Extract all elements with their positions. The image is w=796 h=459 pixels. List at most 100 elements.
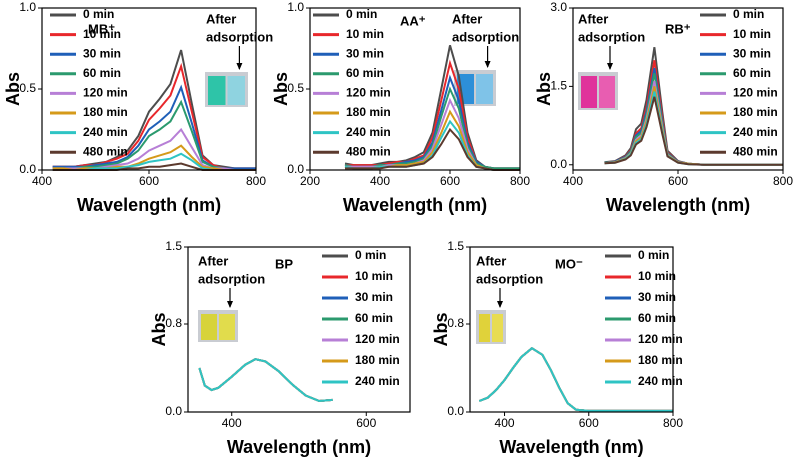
legend-label: 0 min xyxy=(346,7,377,21)
annotation: After xyxy=(476,253,506,268)
x-tick-label: 800 xyxy=(246,174,266,188)
legend-label: 120 min xyxy=(355,332,400,346)
y-tick-label: 1.5 xyxy=(165,239,182,253)
cuvette xyxy=(219,314,235,340)
legend-label: 0 min xyxy=(638,248,669,262)
y-tick-label: 0.0 xyxy=(287,162,304,176)
legend-label: 60 min xyxy=(638,311,676,325)
y-tick-label: 0.8 xyxy=(447,316,464,330)
spectrum-line xyxy=(198,358,333,403)
cuvette xyxy=(581,76,597,108)
legend-label: 30 min xyxy=(638,290,676,304)
legend-label: 30 min xyxy=(355,290,393,304)
legend-label: 240 min xyxy=(355,374,400,388)
x-tick-label: 400 xyxy=(495,416,515,430)
x-tick-label: 400 xyxy=(222,416,242,430)
x-tick-label: 600 xyxy=(356,416,376,430)
annotation: adsorption xyxy=(206,29,273,44)
legend-label: 180 min xyxy=(355,353,400,367)
spectrum-line xyxy=(198,358,333,403)
y-axis-title: Abs xyxy=(431,312,451,346)
annotation: adsorption xyxy=(476,271,543,286)
y-tick-label: 0.5 xyxy=(287,81,304,95)
annotation: adsorption xyxy=(452,29,519,44)
legend-label: 480 min xyxy=(346,144,391,158)
sample-label: BP xyxy=(275,256,293,271)
x-tick-label: 800 xyxy=(773,174,793,188)
legend-label: 10 min xyxy=(355,269,393,283)
y-tick-label: 1.5 xyxy=(447,239,464,253)
legend-label: 120 min xyxy=(346,86,391,100)
y-tick-label: 0.0 xyxy=(19,162,36,176)
cuvette xyxy=(476,74,493,104)
legend-label: 120 min xyxy=(638,332,683,346)
x-axis-title: Wavelength (nm) xyxy=(499,437,643,457)
legend-label: 10 min xyxy=(346,27,384,41)
legend-label: 180 min xyxy=(733,105,778,119)
x-tick-label: 600 xyxy=(579,416,599,430)
x-tick-label: 600 xyxy=(668,174,688,188)
legend-label: 30 min xyxy=(346,46,384,60)
y-tick-label: 1.0 xyxy=(287,0,304,14)
legend-label: 0 min xyxy=(733,7,764,21)
cuvette xyxy=(201,314,217,340)
cuvette xyxy=(208,76,226,105)
cuvette xyxy=(479,314,490,342)
y-tick-label: 0.0 xyxy=(447,404,464,418)
arrow-head xyxy=(607,63,613,70)
y-tick-label: 0.8 xyxy=(165,316,182,330)
x-axis-title: Wavelength (nm) xyxy=(227,437,371,457)
arrow-head xyxy=(227,301,233,308)
legend-label: 240 min xyxy=(346,125,391,139)
annotation: After xyxy=(578,11,608,26)
x-tick-label: 200 xyxy=(300,174,320,188)
spectrum-line xyxy=(198,358,333,403)
x-tick-label: 600 xyxy=(139,174,159,188)
y-axis-title: Abs xyxy=(149,312,169,346)
legend-label: 0 min xyxy=(355,248,386,262)
arrow-head xyxy=(484,61,491,68)
x-tick-label: 600 xyxy=(440,174,460,188)
legend-label: 240 min xyxy=(638,374,683,388)
legend-label: 0 min xyxy=(83,7,114,21)
arrow-head xyxy=(497,301,503,308)
y-axis-title: Abs xyxy=(271,72,291,106)
legend-label: 480 min xyxy=(83,144,128,158)
y-tick-label: 0.0 xyxy=(550,157,567,171)
legend-label: 10 min xyxy=(733,27,771,41)
spectrum-line xyxy=(604,96,783,166)
x-axis-title: Wavelength (nm) xyxy=(343,195,487,215)
sample-label: RB⁺ xyxy=(665,21,691,36)
legend-label: 10 min xyxy=(83,27,121,41)
legend-label: 60 min xyxy=(346,66,384,80)
sample-label: MB⁺ xyxy=(88,21,115,36)
y-tick-label: 0.5 xyxy=(19,81,36,95)
legend-label: 120 min xyxy=(733,86,778,100)
y-axis-title: Abs xyxy=(3,72,23,106)
legend-label: 240 min xyxy=(733,125,778,139)
legend-label: 180 min xyxy=(638,353,683,367)
sample-label: MO⁻ xyxy=(555,256,583,271)
annotation: After xyxy=(452,11,482,26)
x-axis-title: Wavelength (nm) xyxy=(77,195,221,215)
x-axis-title: Wavelength (nm) xyxy=(606,195,750,215)
spectrum-line xyxy=(198,358,333,403)
legend-label: 180 min xyxy=(83,105,128,119)
legend-label: 60 min xyxy=(83,66,121,80)
legend-label: 240 min xyxy=(83,125,128,139)
spectrum-line xyxy=(478,346,673,412)
cuvette xyxy=(227,76,245,105)
plot-frame xyxy=(187,246,411,413)
legend-label: 60 min xyxy=(733,66,771,80)
y-tick-label: 3.0 xyxy=(550,0,567,14)
legend-label: 120 min xyxy=(83,86,128,100)
x-tick-label: 800 xyxy=(510,174,530,188)
x-tick-label: 800 xyxy=(663,416,683,430)
cuvette xyxy=(599,76,615,108)
annotation: After xyxy=(206,11,236,26)
x-tick-label: 400 xyxy=(32,174,52,188)
y-tick-label: 1.5 xyxy=(550,79,567,93)
legend-label: 10 min xyxy=(638,269,676,283)
annotation: adsorption xyxy=(198,271,265,286)
